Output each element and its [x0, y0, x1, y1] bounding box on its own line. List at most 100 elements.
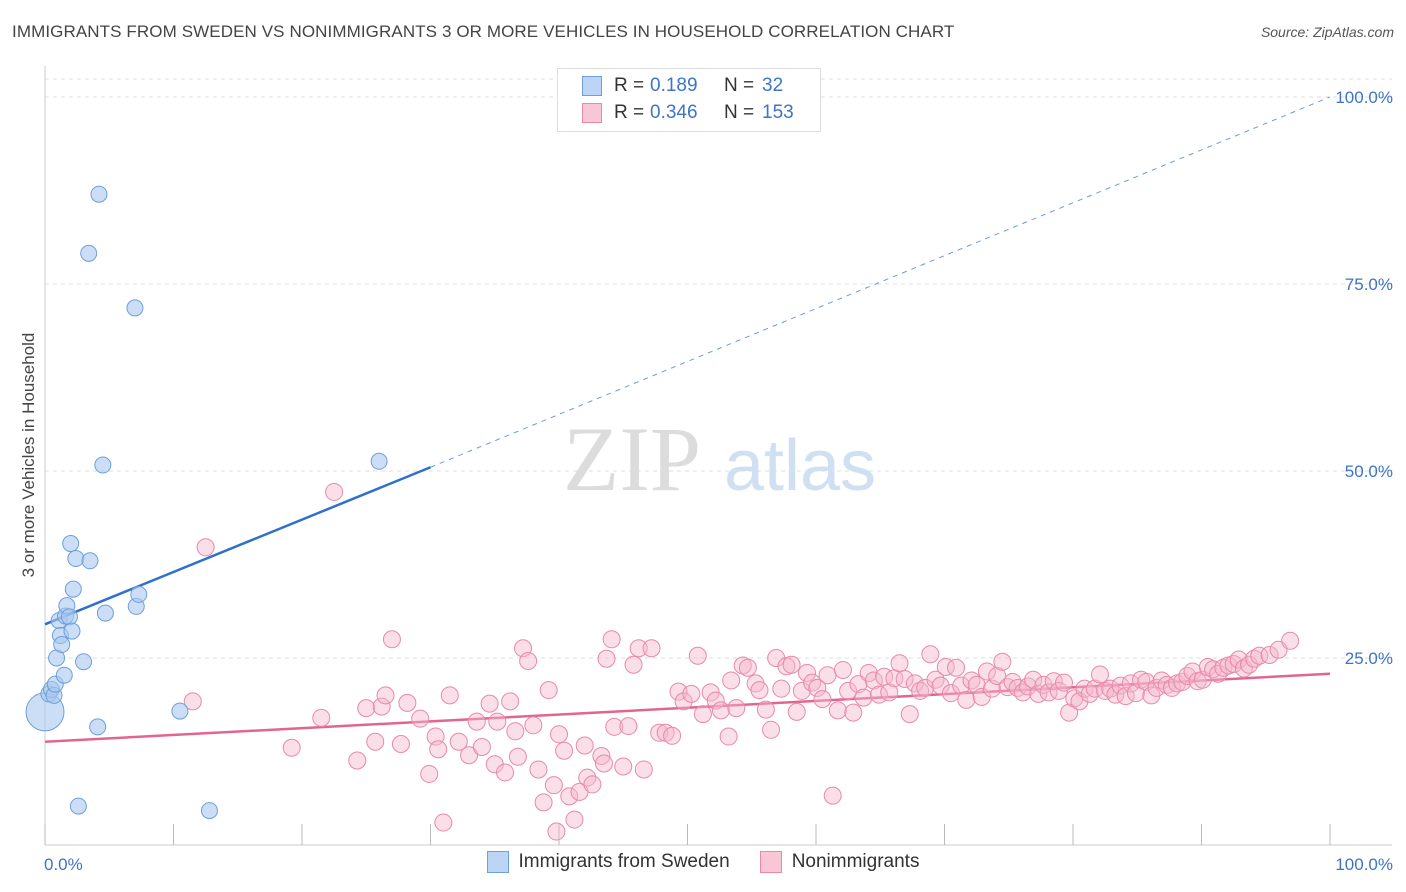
nonimmigrant-point — [895, 669, 914, 688]
nonimmigrant-point — [674, 692, 693, 711]
nonimmigrant-point — [890, 654, 909, 673]
nonimmigrant-point — [1055, 673, 1074, 692]
nonimmigrant-point — [911, 681, 930, 700]
sweden-trend-extension — [430, 96, 1331, 468]
y-tick-label: 50.0% — [1345, 462, 1393, 481]
nonimmigrant-point — [183, 692, 202, 711]
nonimmigrant-point — [727, 699, 746, 718]
nonimmigrant-point — [534, 793, 553, 812]
sweden-point — [89, 718, 107, 736]
nonimmigrant-point — [823, 786, 842, 805]
nonimmigrant-point — [472, 738, 491, 757]
nonimmigrant-point — [382, 630, 401, 649]
nonimmigrant-point — [1075, 679, 1094, 698]
nonimmigrant-point — [722, 671, 741, 690]
x-tick-label: 100.0% — [1335, 855, 1393, 874]
chart-source: Source: ZipAtlas.com — [1260, 24, 1394, 40]
nonimmigrant-point — [926, 670, 945, 689]
nonimmigrant-point — [508, 747, 527, 766]
nonimmigrant-point — [539, 681, 558, 700]
nonimmigrant-point — [547, 822, 566, 841]
nonimmigrant-point — [614, 757, 633, 776]
sweden-point — [80, 244, 98, 262]
legend-n-label: N = — [724, 102, 755, 123]
nonimmigrant-point — [762, 720, 781, 739]
nonimmigrant-point — [420, 764, 439, 783]
sweden-point — [60, 608, 78, 626]
nonimmigrant-point — [803, 673, 822, 692]
nonimmigrant-point — [818, 666, 837, 685]
nonimmigrant-point — [605, 717, 624, 736]
legend-r-label: R = — [614, 75, 645, 96]
nonimmigrant-point — [467, 712, 486, 731]
nonimmigrant-point — [449, 732, 468, 751]
legend-swatch-blue — [486, 851, 509, 873]
legend-label-sweden: Immigrants from Sweden — [518, 851, 730, 872]
nonimmigrant-point — [480, 694, 499, 713]
sweden-point — [53, 636, 71, 654]
nonimmigrant-point — [282, 738, 301, 757]
nonimmigrant-point — [706, 691, 725, 710]
nonimmigrant-point — [787, 702, 806, 721]
nonimmigrant-point — [947, 658, 966, 677]
sweden-point — [64, 580, 82, 598]
nonimmigrant-point — [849, 675, 868, 694]
sweden-point — [62, 535, 80, 553]
sweden-point — [67, 550, 85, 568]
nonimmigrant-point — [931, 676, 950, 695]
legend-r-value: 0.346 — [650, 102, 698, 123]
nonimmigrant-point — [936, 657, 955, 676]
nonimmigrant-point — [434, 813, 453, 832]
legend-swatch-blue — [582, 76, 602, 96]
watermark-atlas: atlas — [724, 426, 876, 506]
nonimmigrant-point — [880, 683, 899, 702]
legend-swatch-pink — [582, 103, 602, 123]
y-tick-label: 75.0% — [1345, 275, 1393, 294]
nonimmigrant-point — [460, 746, 479, 765]
nonimmigrant-point — [1080, 684, 1099, 703]
nonimmigrant-point — [555, 741, 574, 760]
sweden-point — [63, 622, 81, 640]
nonimmigrant-point — [575, 736, 594, 755]
nonimmigrant-point — [634, 760, 653, 779]
nonimmigrant-point — [663, 726, 682, 745]
sweden-point — [75, 653, 93, 671]
nonimmigrant-point — [952, 676, 971, 695]
sweden-point — [94, 456, 112, 474]
legend-label-nonimmigrants: Nonimmigrants — [791, 851, 920, 872]
nonimmigrant-point — [619, 717, 638, 736]
nonimmigrant-point — [560, 787, 579, 806]
nonimmigrant-point — [1013, 683, 1032, 702]
nonimmigrant-point — [372, 697, 391, 716]
nonimmigrant-point — [519, 651, 538, 670]
nonimmigrant-point — [1090, 665, 1109, 684]
nonimmigrant-point — [900, 705, 919, 724]
nonimmigrant-point — [719, 727, 738, 746]
nonimmigrant-point — [1024, 670, 1043, 689]
nonimmigrant-point — [693, 705, 712, 724]
nonimmigrant-point — [1137, 672, 1156, 691]
nonimmigrant-point — [312, 708, 331, 727]
nonimmigrant-point — [738, 658, 757, 677]
correlation-legend: R = 0.189 N = 32 R = 0.346 N = 153 — [557, 68, 821, 132]
nonimmigrant-point — [813, 690, 832, 709]
legend-item-nonimmigrants: Nonimmigrants — [759, 851, 920, 873]
nonimmigrant-point — [583, 775, 602, 794]
sweden-point — [200, 802, 218, 820]
nonimmigrant-point — [711, 701, 730, 720]
sweden-point — [69, 797, 87, 815]
nonimmigrant-point — [429, 740, 448, 759]
nonimmigrant-point — [488, 712, 507, 731]
nonimmigrant-point — [196, 538, 215, 557]
sweden-point — [171, 702, 189, 720]
nonimmigrant-point — [756, 700, 775, 719]
nonimmigrant-point — [688, 646, 707, 665]
nonimmigrant-point — [391, 735, 410, 754]
nonimmigrant-point — [592, 746, 611, 765]
sweden-point — [126, 299, 144, 317]
legend-n-label: N = — [724, 75, 755, 96]
nonimmigrant-point — [594, 754, 613, 773]
legend-r-value: 0.189 — [650, 75, 698, 96]
nonimmigrant-point — [808, 678, 827, 697]
sweden-point — [90, 185, 108, 203]
